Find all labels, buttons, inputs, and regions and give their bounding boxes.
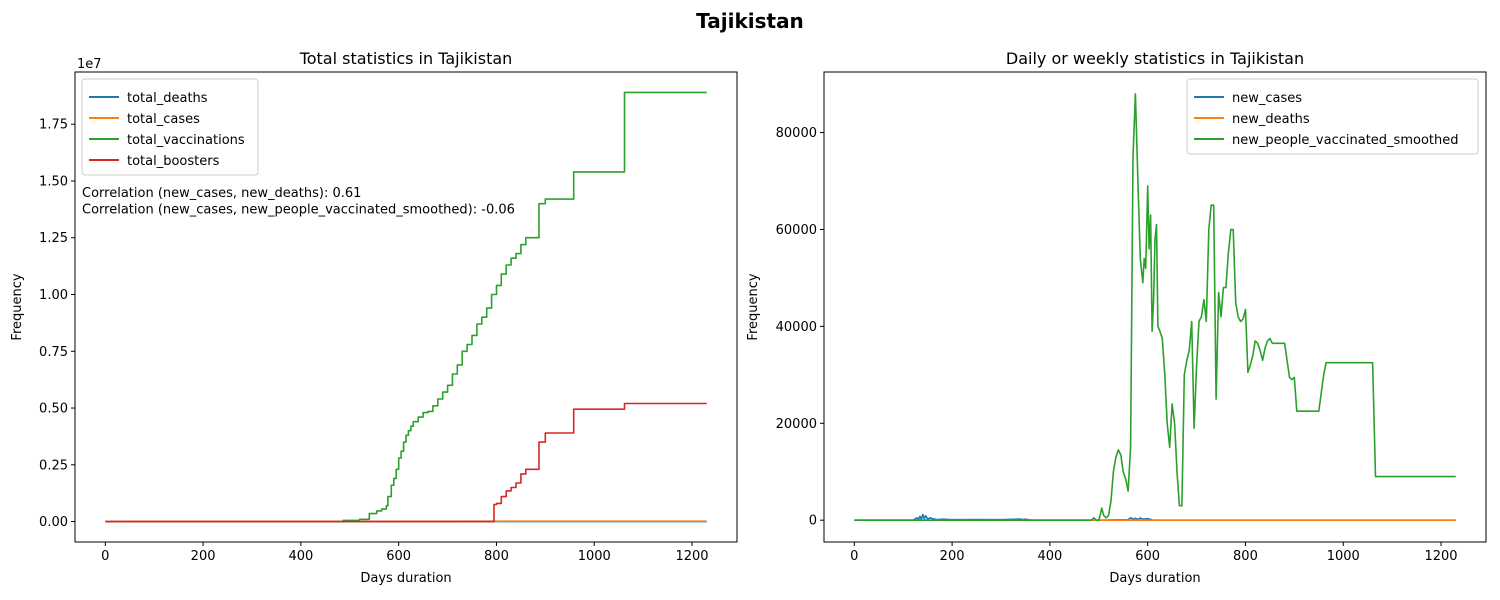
y-tick-label: 1.00 bbox=[39, 288, 68, 303]
legend-label: total_cases bbox=[127, 112, 200, 127]
y-tick-label: 0 bbox=[809, 514, 817, 529]
x-tick-label: 600 bbox=[1135, 549, 1160, 564]
y-tick-label: 0.25 bbox=[39, 458, 68, 473]
correlation-annotation: Correlation (new_cases, new_people_vacci… bbox=[82, 203, 515, 218]
y-axis-offset-label: 1e7 bbox=[77, 57, 102, 72]
y-axis-label: Frequency bbox=[746, 273, 761, 340]
chart-title: Total statistics in Tajikistan bbox=[299, 49, 513, 68]
x-tick-label: 1200 bbox=[675, 549, 708, 564]
series-line-total-boosters bbox=[105, 402, 707, 523]
legend-box bbox=[81, 78, 259, 176]
total-statistics-chart: Total statistics in Tajikistan 0 200 400 600… bbox=[10, 49, 738, 586]
legend: new_cases new_deaths new_people_vaccinated… bbox=[1186, 78, 1479, 155]
correlation-annotation: Correlation (new_cases, new_deaths): 0.6… bbox=[82, 186, 361, 201]
legend-label: new_deaths bbox=[1232, 112, 1310, 127]
x-tick-label: 400 bbox=[1037, 549, 1062, 564]
legend: total_deaths total_cases total_vaccination… bbox=[81, 78, 259, 176]
x-tick-label: 800 bbox=[484, 549, 509, 564]
plot-area-frame bbox=[74, 71, 738, 543]
series-line-total-vaccinations bbox=[342, 91, 707, 522]
x-tick-label: 1000 bbox=[1327, 549, 1360, 564]
x-tick-label: 0 bbox=[101, 549, 109, 564]
x-tick-label: 200 bbox=[191, 549, 216, 564]
daily-statistics-chart: Daily or weekly statistics in Tajikistan… bbox=[746, 49, 1487, 586]
series-lines bbox=[105, 91, 707, 523]
y-tick-label: 1.25 bbox=[39, 231, 68, 246]
plot-area-frame bbox=[823, 71, 1487, 543]
y-tick-label: 1.75 bbox=[39, 118, 68, 133]
legend-label: total_boosters bbox=[127, 154, 220, 169]
x-tick-label: 800 bbox=[1233, 549, 1258, 564]
x-axis-label: Days duration bbox=[360, 571, 451, 586]
x-tick-label: 0 bbox=[850, 549, 858, 564]
legend-label: total_deaths bbox=[127, 91, 208, 106]
figure-title: Tajikistan bbox=[696, 9, 804, 33]
y-tick-label: 80000 bbox=[776, 126, 817, 141]
y-tick-label: 0.75 bbox=[39, 345, 68, 360]
y-tick-label: 20000 bbox=[776, 417, 817, 432]
chart-title: Daily or weekly statistics in Tajikistan bbox=[1006, 49, 1304, 68]
legend-label: new_cases bbox=[1232, 91, 1302, 106]
series-line-new-people-vaccinated-smoothed bbox=[854, 93, 1456, 521]
y-tick-label: 1.50 bbox=[39, 174, 68, 189]
y-tick-label: 0.50 bbox=[39, 402, 68, 417]
x-tick-label: 400 bbox=[288, 549, 313, 564]
series-lines bbox=[854, 93, 1456, 521]
x-axis-label: Days duration bbox=[1109, 571, 1200, 586]
legend-label: total_vaccinations bbox=[127, 133, 245, 148]
x-tick-label: 1200 bbox=[1424, 549, 1457, 564]
x-tick-label: 200 bbox=[940, 549, 965, 564]
y-axis-label: Frequency bbox=[10, 273, 25, 340]
y-tick-label: 60000 bbox=[776, 223, 817, 238]
x-tick-label: 600 bbox=[386, 549, 411, 564]
series-line-new-cases bbox=[854, 513, 1456, 521]
y-tick-label: 0.00 bbox=[39, 515, 68, 530]
legend-box bbox=[1186, 78, 1479, 155]
x-tick-label: 1000 bbox=[578, 549, 611, 564]
y-tick-label: 40000 bbox=[776, 320, 817, 335]
legend-label: new_people_vaccinated_smoothed bbox=[1232, 133, 1458, 148]
